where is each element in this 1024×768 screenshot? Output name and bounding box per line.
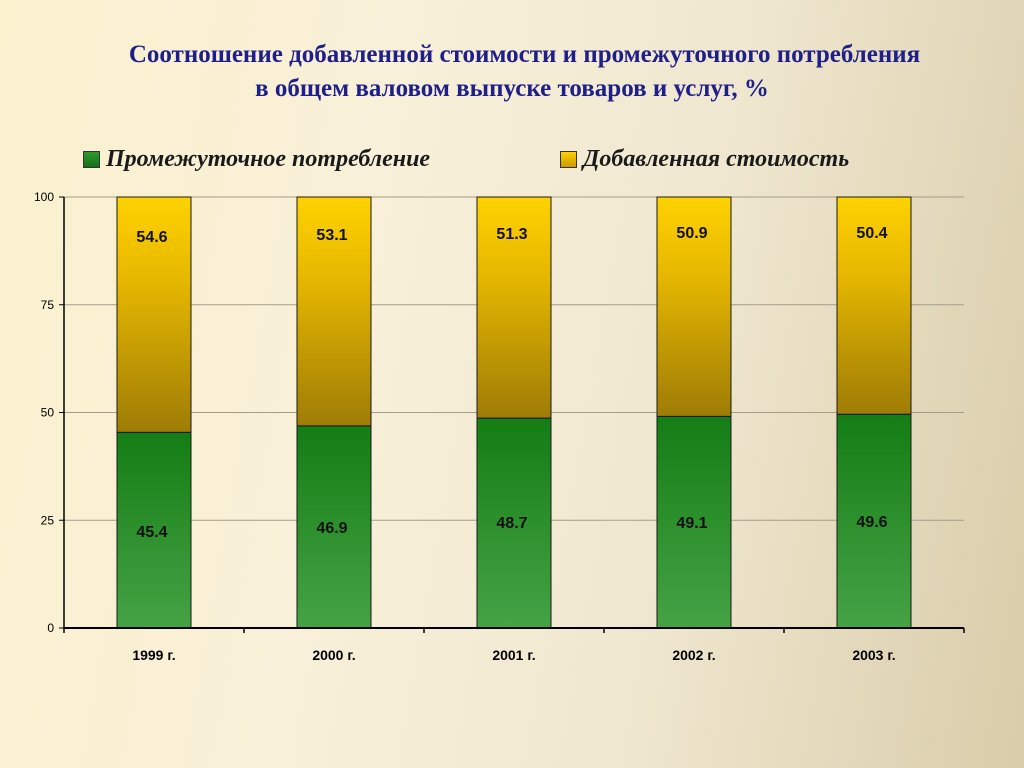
y-tick-label: 75 [41, 298, 55, 312]
legend-label-value-added: Добавленная стоимость [583, 145, 850, 172]
x-tick-label: 2003 г. [852, 647, 895, 663]
x-tick-label: 1999 г. [132, 647, 175, 663]
bar-intermediate [656, 415, 732, 629]
x-tick-label: 2000 г. [312, 647, 355, 663]
legend-item-value-added: Добавленная стоимость [560, 142, 849, 176]
legend-swatch-green [83, 150, 100, 168]
legend-label-intermediate: Промежуточное потребление [106, 145, 431, 172]
data-label-value-added: 50.4 [856, 225, 887, 242]
data-label-intermediate: 46.9 [316, 520, 347, 537]
chart-title: Соотношение добавленной стоимости и пром… [128, 41, 921, 68]
data-label-value-added: 50.9 [676, 225, 707, 242]
bar-value-added [476, 196, 552, 419]
bar-value-added [656, 196, 732, 417]
bar-value-added [296, 196, 372, 427]
data-label-intermediate: 45.4 [136, 524, 167, 541]
x-tick-label: 2002 г. [672, 647, 715, 663]
bar-intermediate [296, 425, 372, 629]
data-label-value-added: 51.3 [496, 226, 527, 243]
y-tick-label: 25 [41, 513, 55, 527]
chart-subtitle: в общем валовом выпуске товаров и услуг,… [255, 75, 769, 102]
data-label-intermediate: 49.1 [676, 515, 707, 532]
x-tick-label: 2001 г. [492, 647, 535, 663]
y-tick-label: 100 [34, 190, 54, 204]
bar-intermediate [836, 413, 912, 629]
data-label-intermediate: 48.7 [496, 515, 527, 532]
y-tick-label: 0 [47, 621, 54, 635]
legend-swatch-gold [560, 150, 577, 168]
data-label-value-added: 54.6 [136, 229, 167, 246]
legend-item-intermediate: Промежуточное потребление [83, 142, 430, 176]
y-tick-label: 50 [41, 406, 55, 420]
data-label-value-added: 53.1 [316, 227, 347, 244]
bar-value-added [116, 196, 192, 433]
bar-value-added [836, 196, 912, 415]
bar-intermediate [476, 417, 552, 629]
bar-intermediate [116, 431, 192, 629]
data-label-intermediate: 49.6 [856, 514, 887, 531]
